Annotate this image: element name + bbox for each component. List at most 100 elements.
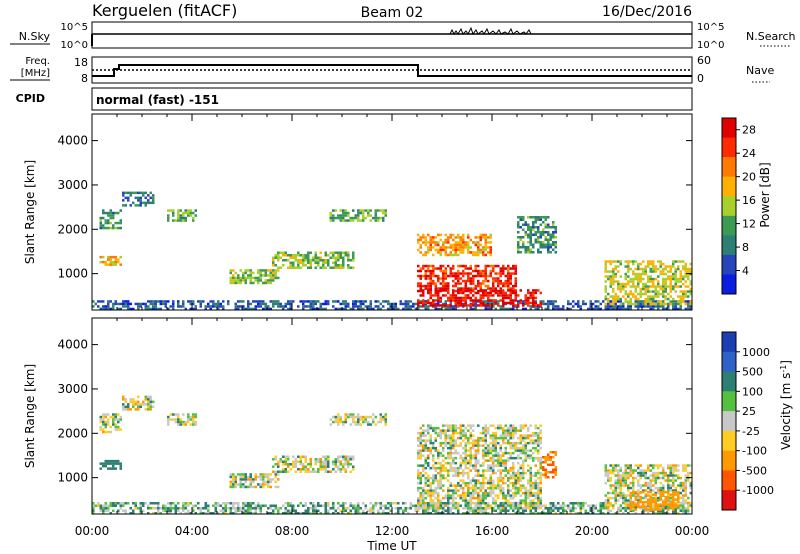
scatter-cell [167,418,170,421]
scatter-cell [489,484,492,487]
scatter-cell [487,251,490,254]
scatter-cell [669,300,672,303]
scatter-cell [167,512,170,515]
scatter-cell [429,489,432,492]
scatter-cell [527,289,530,292]
scatter-cell [584,509,587,512]
scatter-cell [634,305,637,308]
scatter-cell [429,484,432,487]
scatter-cell [399,302,402,306]
scatter-cell [424,274,427,278]
scatter-cell [664,282,667,286]
scatter-cell [474,299,477,302]
scatter-cell [474,449,477,452]
scatter-cell [302,307,305,311]
scatter-cell [444,424,447,427]
colorbar-segment [722,215,736,236]
scatter-cell [679,491,682,495]
scatter-cell [287,470,290,473]
scatter-cell [669,295,672,298]
scatter-cell [542,473,545,476]
scatter-cell [112,307,115,311]
scatter-cell [432,476,435,480]
scatter-cell [524,246,527,249]
scatter-cell [262,302,265,306]
scatter-cell [444,502,447,505]
scatter-cell [484,426,487,430]
scatter-cell [267,512,270,515]
scatter-cell [649,481,652,485]
scatter-cell [259,274,262,277]
scatter-cell [344,468,347,471]
scatter-cell [422,429,425,432]
scatter-cell [334,266,337,269]
scatter-cell [597,305,600,308]
scatter-cell [642,302,645,306]
colorbar-segment [722,254,736,275]
scatter-cell [369,415,372,419]
scatter-cell [644,292,647,296]
scatter-cell [534,486,537,490]
y-tick-label: 4000 [57,134,88,148]
scatter-cell [402,509,405,512]
scatter-cell [642,287,645,291]
scatter-cell [344,302,347,306]
scatter-cell [484,284,487,288]
scatter-cell [627,270,630,273]
scatter-cell [184,216,187,220]
scatter-cell [124,191,127,195]
scatter-cell [659,481,662,485]
scatter-cell [482,484,485,487]
scatter-cell [544,476,547,479]
scatter-cell [557,307,560,311]
scatter-cell [454,471,457,475]
scatter-cell [474,502,477,505]
scatter-cell [122,191,125,195]
scatter-cell [524,441,527,445]
scatter-cell [554,451,557,454]
scatter-cell [647,265,650,268]
scatter-cell [142,509,145,512]
scatter-cell [652,476,655,480]
scatter-cell [102,307,105,311]
scatter-cell [539,446,542,450]
scatter-cell [232,485,235,489]
scatter-cell [112,462,115,465]
scatter-cell [229,480,232,484]
scatter-cell [524,434,527,437]
scatter-cell [309,465,312,468]
scatter-cell [244,504,247,507]
scatter-cell [482,469,485,472]
scatter-cell [312,305,315,308]
scatter-cell [662,262,665,266]
scatter-cell [469,481,472,485]
scatter-cell [239,483,242,486]
scatter-cell [457,484,460,487]
scatter-cell [364,415,367,419]
scatter-cell [252,276,255,280]
scatter-cell [522,228,525,231]
scatter-cell [669,302,672,306]
scatter-cell [477,243,480,247]
scatter-cell [509,474,512,477]
scatter-cell [292,256,295,259]
scatter-cell [424,471,427,475]
scatter-cell [437,506,440,510]
scatter-cell [469,491,472,495]
scatter-cell [462,269,465,273]
scatter-cell [137,405,140,409]
scatter-cell [434,439,437,442]
scatter-cell [114,258,117,261]
scatter-cell [519,494,522,497]
scatter-cell [574,507,577,510]
scatter-cell [497,481,500,485]
scatter-cell [444,504,447,507]
scatter-cell [114,263,117,266]
scatter-cell [502,289,505,292]
scatter-cell [637,481,640,485]
scatter-cell [522,424,525,427]
scatter-cell [232,475,235,479]
scatter-cell [122,300,125,303]
scatter-cell [547,307,550,311]
scatter-cell [229,483,232,486]
